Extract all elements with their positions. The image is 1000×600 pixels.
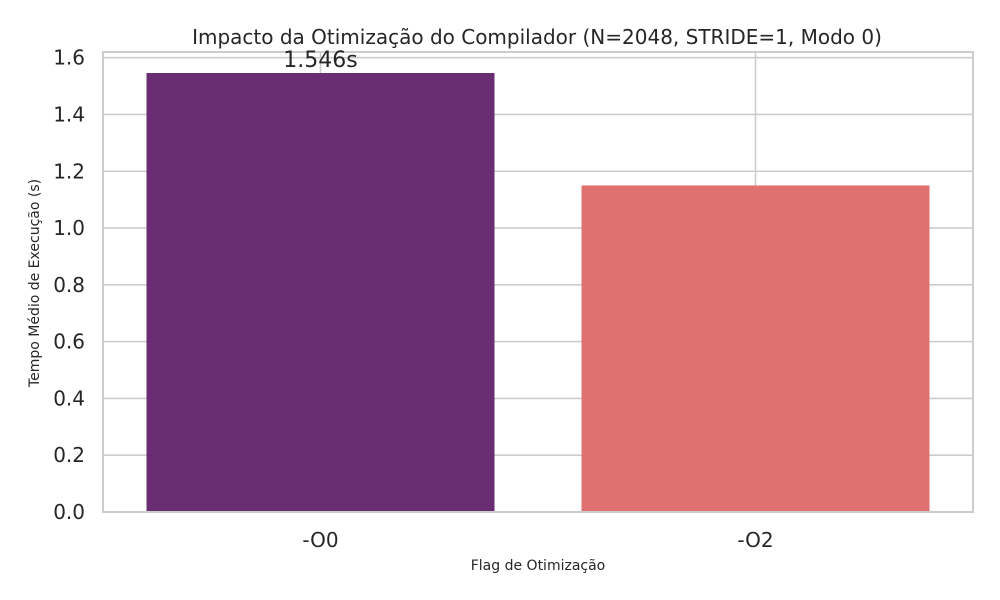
y-tick-label: 1.2: [53, 159, 85, 183]
bars: [146, 73, 930, 513]
y-tick-labels: 0.0 0.2 0.4 0.6 0.8 1.0 1.2 1.4 1.6: [53, 46, 85, 524]
y-tick-label: 1.4: [53, 102, 85, 126]
y-tick-label: 0.4: [53, 386, 85, 410]
x-tick-label: -O0: [302, 528, 338, 552]
y-axis-label: Tempo Médio de Execução (s): [27, 179, 43, 388]
bar-o0: [146, 73, 495, 513]
y-tick-label: 0.6: [53, 330, 85, 354]
y-tick-label: 0.8: [53, 273, 85, 297]
y-tick-label: 0.2: [53, 443, 85, 467]
plot-frame: [102, 51, 974, 513]
y-tick-label: 0.0: [53, 500, 85, 524]
x-tick-labels: -O0 -O2: [302, 528, 773, 552]
x-tick-label: -O2: [737, 528, 773, 552]
x-axis-label: Flag de Otimização: [471, 558, 606, 574]
y-tick-label: 1.6: [53, 46, 85, 70]
y-tick-label: 1.0: [53, 216, 85, 240]
data-labels: 1.546s: [283, 48, 357, 73]
bar-o2: [581, 185, 930, 512]
data-label: 1.546s: [283, 48, 357, 73]
chart-title: Impacto da Otimização do Compilador (N=2…: [192, 25, 882, 49]
